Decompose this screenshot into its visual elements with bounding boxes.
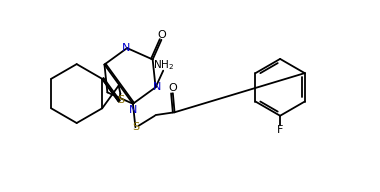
- Text: N: N: [122, 43, 130, 53]
- Text: S: S: [132, 122, 139, 132]
- Text: O: O: [157, 30, 166, 40]
- Text: N: N: [153, 82, 161, 92]
- Text: O: O: [168, 83, 177, 93]
- Text: NH$_2$: NH$_2$: [154, 58, 174, 72]
- Text: N: N: [129, 105, 137, 115]
- Text: S: S: [117, 95, 124, 105]
- Text: F: F: [277, 125, 283, 135]
